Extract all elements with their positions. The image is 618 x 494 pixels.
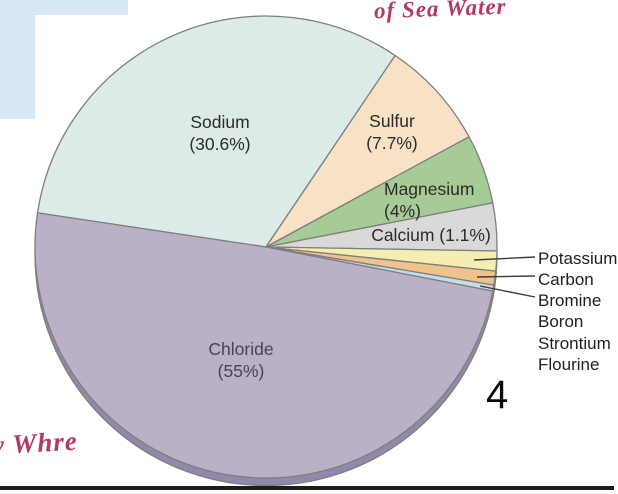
leader-line-potassium [473, 256, 536, 261]
slice-label-sodium-line1: Sodium [190, 112, 249, 132]
minor-label-potassium: Potassium [538, 249, 617, 268]
slice-label-chloride-line2: (55%) [218, 361, 265, 381]
slice-label-sulfur-line2: (7.7%) [366, 133, 418, 153]
handwritten-note: y Whre [0, 425, 79, 461]
pie-slice-chloride [34, 212, 494, 479]
slice-label-magnesium-line2: (4%) [384, 201, 421, 221]
minor-label-flourine: Flourine [538, 355, 599, 374]
leader-line-bromine [479, 285, 536, 298]
slice-label-sulfur-line1: Sulfur [369, 111, 415, 131]
bottom-divider-line [0, 486, 614, 490]
minor-label-bromine: Bromine [538, 291, 601, 310]
slice-label-sodium-line2: (30.6%) [189, 134, 250, 154]
slice-label-magnesium-line1: Magnesium [384, 179, 474, 199]
pie-slice-sulfur [265, 54, 470, 248]
minor-label-strontium: Strontium [538, 334, 611, 353]
slice-label-chloride-line1: Chloride [208, 339, 273, 359]
minor-label-carbon: Carbon [538, 270, 594, 289]
page-number: 4 [486, 373, 509, 417]
minor-label-boron: Boron [538, 312, 583, 331]
pie-slice-sodium [36, 15, 396, 248]
leader-line-carbon [476, 275, 536, 278]
slice-label-calcium-line1: Calcium (1.1%) [371, 225, 491, 245]
